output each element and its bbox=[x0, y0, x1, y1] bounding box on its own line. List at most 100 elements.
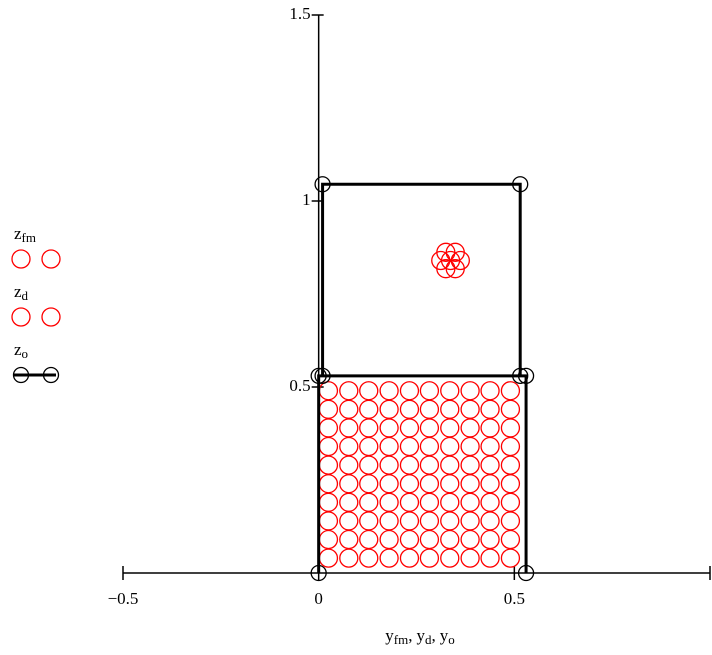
point bbox=[318, 455, 339, 475]
legend-sub: d bbox=[22, 288, 29, 303]
point bbox=[359, 455, 379, 475]
x-label-sub: d bbox=[425, 632, 432, 647]
point bbox=[419, 492, 440, 512]
point bbox=[500, 399, 521, 419]
legend-marker bbox=[41, 307, 61, 327]
point bbox=[359, 381, 379, 401]
point bbox=[440, 474, 460, 494]
point bbox=[379, 455, 399, 475]
point bbox=[318, 399, 339, 419]
point bbox=[460, 399, 480, 419]
point bbox=[318, 511, 339, 531]
point bbox=[460, 492, 480, 512]
point bbox=[517, 367, 535, 384]
point bbox=[440, 399, 460, 419]
x-tick-label: 0.5 bbox=[504, 589, 525, 608]
legend-marker bbox=[41, 249, 61, 269]
point bbox=[314, 176, 331, 193]
point bbox=[500, 436, 521, 457]
point bbox=[460, 381, 480, 401]
point bbox=[399, 399, 420, 419]
point bbox=[399, 381, 420, 401]
point bbox=[460, 529, 480, 550]
point bbox=[359, 548, 379, 568]
point bbox=[339, 436, 359, 457]
point bbox=[445, 259, 465, 279]
point bbox=[419, 436, 440, 457]
legend-label: zfm bbox=[14, 224, 36, 245]
point bbox=[379, 474, 399, 494]
point bbox=[440, 492, 460, 512]
point bbox=[500, 381, 521, 401]
point bbox=[500, 455, 521, 475]
point bbox=[460, 418, 480, 438]
legend-sub: o bbox=[22, 346, 29, 361]
point bbox=[419, 455, 440, 475]
point bbox=[399, 418, 420, 438]
point bbox=[440, 381, 460, 401]
point bbox=[359, 399, 379, 419]
point bbox=[480, 492, 500, 512]
point bbox=[399, 436, 420, 457]
point bbox=[460, 474, 480, 494]
point bbox=[480, 474, 500, 494]
point bbox=[310, 367, 327, 384]
x-label-sub: o bbox=[448, 632, 455, 647]
point bbox=[419, 418, 440, 438]
point bbox=[440, 455, 460, 475]
point bbox=[500, 511, 521, 531]
point bbox=[480, 455, 500, 475]
point bbox=[500, 548, 521, 568]
point bbox=[419, 474, 440, 494]
point bbox=[517, 564, 535, 582]
point bbox=[314, 367, 331, 384]
point bbox=[339, 381, 359, 401]
point bbox=[339, 529, 359, 550]
point bbox=[379, 548, 399, 568]
point bbox=[339, 455, 359, 475]
point bbox=[399, 455, 420, 475]
point bbox=[440, 418, 460, 438]
point bbox=[399, 529, 420, 550]
point bbox=[339, 548, 359, 568]
y-tick-label: 0.5 bbox=[289, 376, 310, 395]
point bbox=[318, 436, 339, 457]
point bbox=[359, 436, 379, 457]
point bbox=[310, 564, 327, 582]
legend-label: zd bbox=[14, 282, 29, 303]
x-tick-label: −0.5 bbox=[108, 589, 139, 608]
x-label-var: y bbox=[440, 626, 449, 645]
x-label-var: y bbox=[385, 626, 394, 645]
legend-var: z bbox=[14, 224, 22, 243]
point bbox=[379, 492, 399, 512]
x-label-sub: fm bbox=[394, 632, 408, 647]
point bbox=[399, 548, 420, 568]
point bbox=[500, 474, 521, 494]
point bbox=[318, 381, 339, 401]
x-tick-label: 0 bbox=[314, 589, 323, 608]
point bbox=[318, 474, 339, 494]
point bbox=[318, 418, 339, 438]
point bbox=[419, 511, 440, 531]
point bbox=[379, 399, 399, 419]
point bbox=[359, 418, 379, 438]
legend-marker bbox=[11, 307, 31, 327]
point bbox=[359, 492, 379, 512]
point bbox=[339, 418, 359, 438]
point bbox=[339, 492, 359, 512]
point bbox=[480, 511, 500, 531]
legend-marker bbox=[42, 366, 60, 384]
point bbox=[318, 492, 339, 512]
point bbox=[419, 548, 440, 568]
point bbox=[480, 418, 500, 438]
point bbox=[359, 529, 379, 550]
point bbox=[419, 399, 440, 419]
point bbox=[399, 511, 420, 531]
point bbox=[500, 529, 521, 550]
point bbox=[419, 381, 440, 401]
point bbox=[512, 367, 529, 384]
legend-label: zo bbox=[14, 340, 28, 361]
point bbox=[379, 529, 399, 550]
point bbox=[480, 399, 500, 419]
